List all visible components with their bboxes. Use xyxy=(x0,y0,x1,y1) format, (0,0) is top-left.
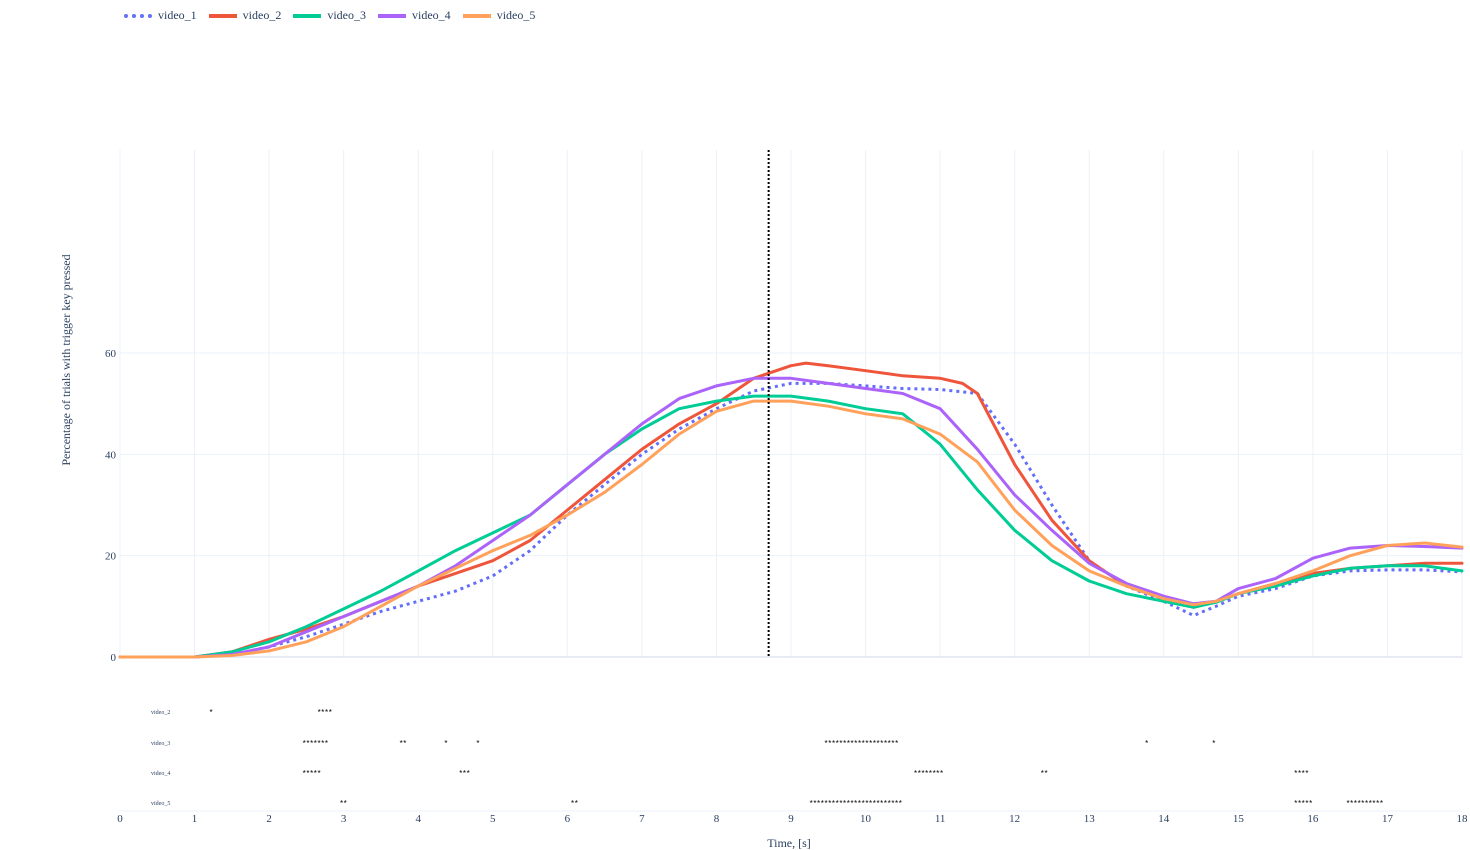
legend-item[interactable]: video_2 xyxy=(208,8,282,23)
legend-label: video_2 xyxy=(242,8,282,22)
x-tick-label: 11 xyxy=(935,813,946,825)
significance-marks: ***** xyxy=(1294,799,1313,808)
x-tick-label: 12 xyxy=(1009,813,1020,825)
x-tick-label: 16 xyxy=(1307,813,1319,825)
legend-item[interactable]: video_5 xyxy=(462,8,536,23)
significance-marks: * xyxy=(1145,739,1149,748)
significance-marks: * xyxy=(1212,739,1216,748)
legend-swatch xyxy=(378,13,407,18)
significance-marks: *** xyxy=(459,769,470,778)
significance-marks: ** xyxy=(571,799,578,808)
series-line-video_5 xyxy=(118,399,1464,659)
significance-marks: * xyxy=(209,708,213,717)
x-tick-label: 3 xyxy=(341,813,347,825)
significance-marks: **** xyxy=(1294,769,1309,778)
legend-label: video_1 xyxy=(158,8,197,22)
significance-marks: **** xyxy=(318,708,333,717)
legend-swatch xyxy=(293,13,322,18)
legend-swatch xyxy=(208,13,237,18)
x-tick-label: 2 xyxy=(266,813,272,825)
significance-marks: ***** xyxy=(303,769,322,778)
x-tick-label: 10 xyxy=(860,813,872,825)
significance-row-label: video_2 xyxy=(151,710,170,716)
legend-item[interactable]: video_3 xyxy=(293,8,366,23)
y-axis-title: Percentage of trials with trigger key pr… xyxy=(59,254,73,465)
x-tick-label: 17 xyxy=(1382,813,1394,825)
x-tick-label: 7 xyxy=(639,813,645,825)
legend-swatch xyxy=(462,13,491,18)
series-line-video_4 xyxy=(118,376,1464,659)
legend-item[interactable]: video_4 xyxy=(378,8,451,23)
legend-swatch xyxy=(124,13,152,18)
significance-marks: ** xyxy=(1041,769,1048,778)
significance-row-label: video_4 xyxy=(151,771,170,777)
x-axis-title: Time, [s] xyxy=(767,836,811,850)
y-tick-label: 20 xyxy=(105,551,117,563)
x-tick-label: 4 xyxy=(415,813,421,825)
significance-marks: * xyxy=(476,739,480,748)
x-tick-label: 9 xyxy=(788,813,794,825)
x-tick-label: 1 xyxy=(192,813,198,825)
x-tick-label: 6 xyxy=(565,813,571,825)
legend-label: video_5 xyxy=(496,8,536,22)
significance-marks: ******* xyxy=(303,739,329,748)
significance-row-label: video_3 xyxy=(151,741,170,747)
significance-marks: ************************* xyxy=(810,799,903,808)
significance-marks: ** xyxy=(400,739,407,748)
significance-marks: ******** xyxy=(914,769,944,778)
x-tick-label: 18 xyxy=(1457,813,1469,825)
y-tick-label: 0 xyxy=(111,652,117,664)
x-tick-label: 13 xyxy=(1084,813,1096,825)
x-tick-label: 8 xyxy=(714,813,720,825)
legend-label: video_3 xyxy=(327,8,367,22)
legend-item[interactable]: video_1 xyxy=(124,8,197,23)
series-line-video_1 xyxy=(120,381,1463,659)
x-tick-label: 14 xyxy=(1158,813,1170,825)
x-tick-label: 0 xyxy=(117,813,123,825)
legend: video_1 video_2 video_3 video_4 video_5 xyxy=(124,8,535,23)
y-tick-label: 40 xyxy=(105,449,117,461)
x-tick-label: 5 xyxy=(490,813,496,825)
significance-marks: ********** xyxy=(1346,799,1383,808)
y-tick-label: 60 xyxy=(105,348,117,360)
significance-marks: * xyxy=(444,739,448,748)
significance-marks: ** xyxy=(340,799,347,808)
significance-marks: ******************** xyxy=(825,739,899,748)
legend-label: video_4 xyxy=(412,8,451,22)
x-tick-label: 15 xyxy=(1233,813,1245,825)
significance-row-label: video_5 xyxy=(151,801,170,807)
